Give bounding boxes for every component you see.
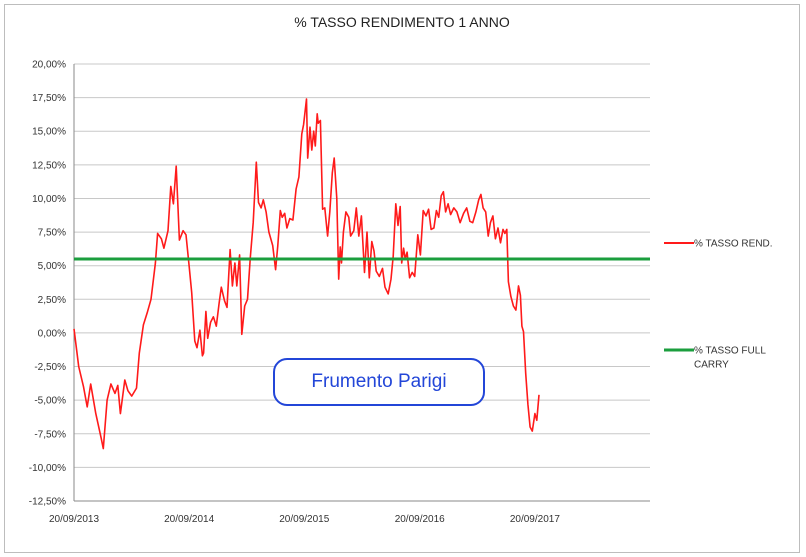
x-axis-ticks: 20/09/2013 20/09/2014 20/09/2015 20/09/2016… [49,514,560,525]
legend-label: % TASSO REND. [694,239,773,250]
y-axis-ticks: 20,00% 17,50% 15,00% 12,50% 10,00% 7,50% 5,00%… [29,60,66,508]
series-layer [73,98,650,450]
y-tick-label: 15,00% [32,127,66,138]
y-tick-label: 10,00% [32,194,66,205]
y-tick-label: 17,50% [32,93,66,104]
legend-label: % TASSO FULL CARRY [694,346,766,371]
y-tick-label: 7,50% [38,228,66,239]
y-tick-label: 5,00% [38,261,66,272]
x-tick-label: 20/09/2017 [510,514,560,525]
y-tick-label: 2,50% [38,295,66,306]
chart-frame [4,4,800,553]
grid-layer [73,63,650,502]
x-tick-label: 20/09/2015 [279,514,329,525]
x-tick-label: 20/09/2014 [164,514,214,525]
y-tick-label: -7,50% [34,429,66,440]
chart-title: % TASSO RENDIMENTO 1 ANNO [294,14,510,30]
y-tick-label: 20,00% [32,60,66,71]
y-tick-label: -12,50% [29,497,66,508]
y-tick-label: 0,00% [38,328,66,339]
legend: % TASSO REND. % TASSO FULL CARRY [664,239,773,371]
annotation-label: Frumento Parigi [273,358,485,406]
series-line-tasso-rend [73,98,540,450]
y-tick-label: -10,00% [29,463,66,474]
x-tick-label: 20/09/2013 [49,514,99,525]
x-tick-label: 20/09/2016 [395,514,445,525]
y-tick-label: -5,00% [34,396,66,407]
y-tick-label: -2,50% [34,362,66,373]
y-tick-label: 12,50% [32,160,66,171]
